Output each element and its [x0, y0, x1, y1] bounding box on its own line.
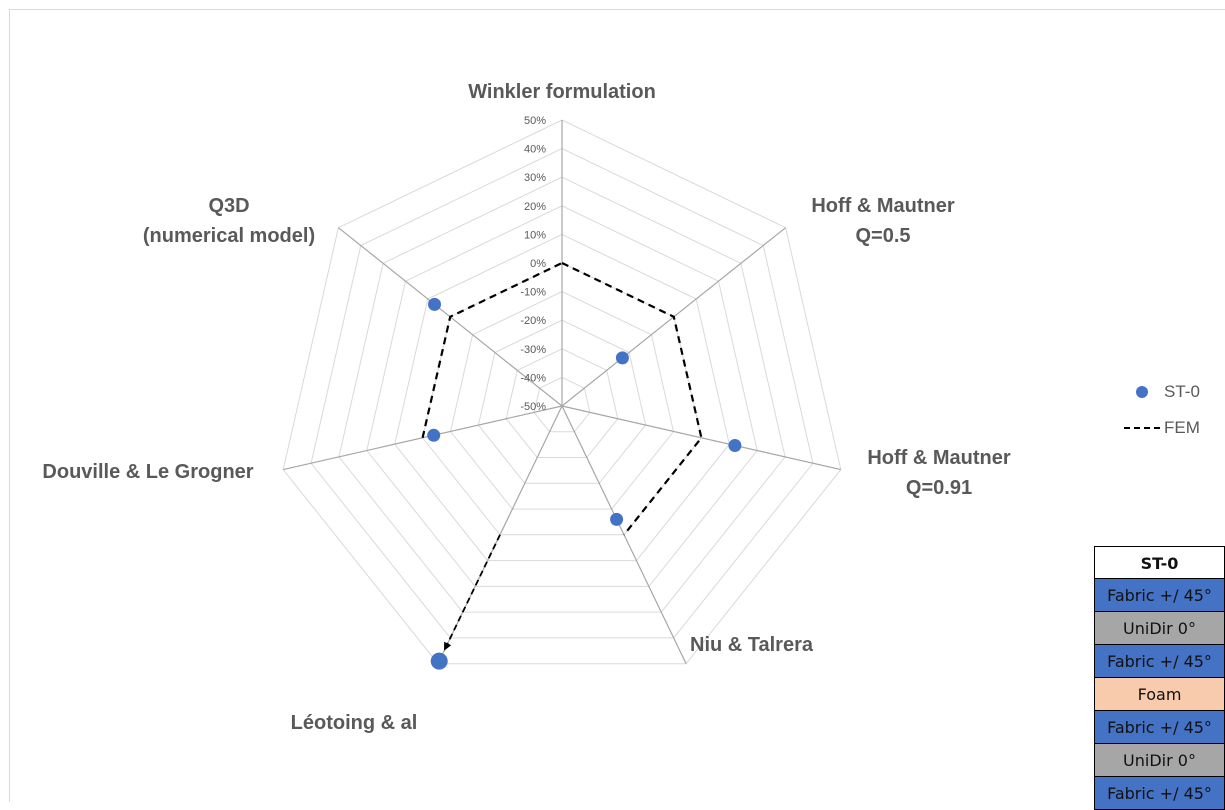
data-point	[610, 512, 624, 526]
tick-label: 40%	[524, 144, 546, 156]
grid-ring	[310, 148, 814, 639]
data-point	[615, 351, 629, 365]
data-point	[728, 439, 742, 452]
layup-layer: Fabric +/ 45°	[1094, 645, 1225, 678]
axis-labels: Winkler formulation Hoff & Mautner Q=0.5 Ho…	[42, 81, 1010, 734]
tick-label: 30%	[524, 172, 546, 184]
layup-layer: Foam	[1094, 678, 1225, 711]
axis-label: Niu & Talrera	[690, 634, 814, 656]
layup-layer: UniDir 0°	[1094, 744, 1225, 777]
grid-ring	[366, 205, 758, 587]
fem-line	[421, 262, 563, 439]
tick-label: 10%	[524, 229, 546, 241]
chart-frame	[9, 9, 1225, 802]
tick-label: -30%	[520, 344, 546, 356]
tick-label: -20%	[520, 315, 546, 327]
data-point	[428, 297, 441, 311]
axis-label: Winkler formulation	[468, 81, 656, 103]
grid-ring	[394, 233, 730, 562]
data-point	[427, 428, 441, 442]
grid-ring	[449, 291, 675, 510]
legend-label-st0: ST-0	[1164, 382, 1200, 401]
axis-label: Douville & Le Grogner	[42, 461, 253, 483]
axis-label: Léotoing & al	[291, 712, 418, 734]
grid-ring	[282, 119, 842, 665]
layup-header: ST-0	[1094, 546, 1225, 579]
legend-dashed-line-icon	[1124, 427, 1160, 429]
fem-arrow-line	[443, 534, 501, 652]
tick-label: -50%	[520, 401, 546, 413]
fem-series	[421, 262, 703, 652]
legend-label-fem: FEM	[1164, 418, 1200, 437]
st0-series	[427, 297, 742, 670]
layup-layer: UniDir 0°	[1094, 612, 1225, 645]
axis-label: Hoff & Mautner Q=0.5	[811, 195, 955, 247]
tick-label: -10%	[520, 287, 546, 299]
fem-line	[561, 262, 703, 536]
axis-spoke	[561, 405, 687, 664]
legend: ST-0 FEM	[1118, 374, 1200, 446]
tick-label: 50%	[524, 115, 546, 127]
data-point	[430, 652, 448, 670]
layup-layer: Fabric +/ 45°	[1094, 711, 1225, 744]
grid-ring	[505, 348, 619, 458]
legend-marker-icon	[1136, 386, 1148, 398]
tick-label: 20%	[524, 201, 546, 213]
tick-label: 0%	[530, 258, 546, 270]
grid-ring	[477, 319, 647, 484]
grid-ring	[533, 376, 591, 433]
legend-item-fem: FEM	[1118, 410, 1200, 446]
grid-ring	[338, 176, 786, 613]
radar-grid	[282, 119, 842, 665]
axis-spoke	[561, 405, 841, 471]
layup-layer: Fabric +/ 45°	[1094, 579, 1225, 612]
layup-layer: Fabric +/ 45°	[1094, 777, 1225, 810]
layup-table: ST-0 Fabric +/ 45° UniDir 0° Fabric +/ 4…	[1094, 546, 1225, 810]
legend-item-st0: ST-0	[1118, 374, 1200, 410]
radial-tick-labels: 50% 40% 30% 20% 10% 0% -10% -20% -30% -40% -50%	[520, 115, 546, 413]
arrowhead-icon	[444, 641, 452, 651]
tick-label: -40%	[520, 372, 546, 384]
axis-label: Hoff & Mautner Q=0.91	[867, 447, 1011, 499]
axis-label: Q3D (numerical model)	[143, 195, 315, 247]
